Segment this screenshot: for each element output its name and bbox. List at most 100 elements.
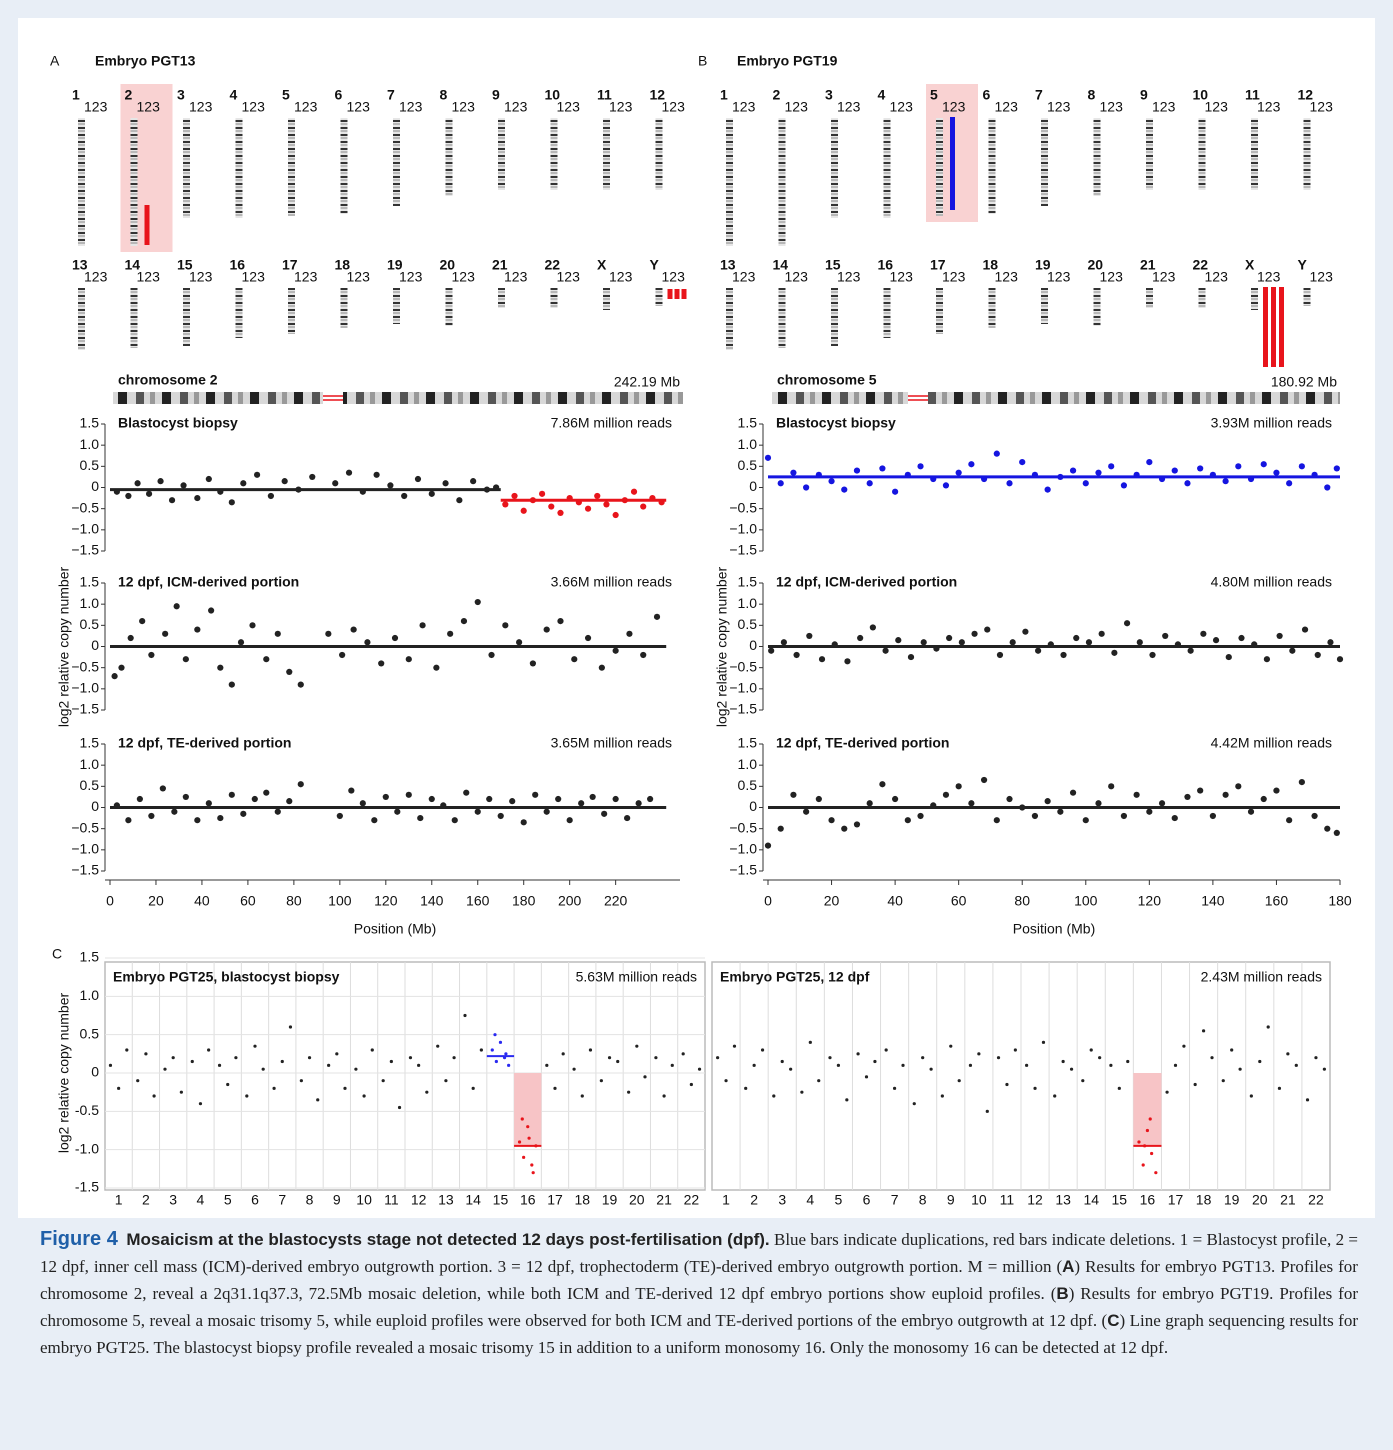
x-tick-label: 19	[1224, 1192, 1240, 1208]
chromosome-label: 20	[440, 257, 456, 273]
x-tick-label: 17	[1168, 1192, 1184, 1208]
x-tick-label: 10	[971, 1192, 987, 1208]
chromosome-label: X	[1245, 257, 1255, 273]
data-point	[240, 480, 247, 487]
lane-label: 123	[890, 99, 914, 115]
data-point	[1210, 1056, 1214, 1060]
lane-label: 123	[890, 269, 914, 285]
data-point	[760, 1048, 765, 1052]
x-tick-label: 11	[384, 1192, 399, 1208]
data-point	[1044, 486, 1051, 493]
data-point	[764, 842, 772, 849]
chart-title: 12 dpf, ICM-derived portion	[118, 574, 299, 590]
x-tick-label: 11	[1000, 1192, 1015, 1208]
chromosome-label: 19	[387, 257, 403, 273]
data-point	[1041, 1040, 1046, 1044]
x-tick-label: 1	[722, 1192, 730, 1208]
data-point	[217, 814, 224, 822]
data-point	[245, 1094, 249, 1098]
y-tick-label: 1.5	[738, 574, 758, 590]
data-point	[136, 1079, 140, 1083]
x-tick-label: 17	[547, 1192, 563, 1208]
data-point	[240, 810, 247, 817]
data-point	[479, 1048, 483, 1052]
ideogram	[603, 288, 610, 310]
reads-annotation: 7.86M million reads	[551, 415, 672, 431]
data-point	[226, 1082, 230, 1087]
data-point	[958, 639, 965, 646]
data-point	[1322, 1067, 1326, 1071]
data-point	[504, 1052, 508, 1056]
ideogram	[1251, 288, 1258, 310]
data-point	[389, 1059, 393, 1064]
data-point	[612, 647, 619, 654]
data-point	[993, 450, 1000, 457]
chromosome-label: 14	[125, 257, 141, 273]
reads-annotation: 5.63M million reads	[576, 969, 697, 985]
data-point	[530, 1163, 534, 1167]
x-tick-label: 60	[951, 893, 967, 909]
data-point	[362, 1094, 366, 1098]
data-point	[1222, 478, 1229, 485]
data-point	[1187, 647, 1194, 654]
x-tick-label: 4	[806, 1192, 814, 1208]
data-point	[1193, 1082, 1197, 1087]
chromosome-label: 11	[597, 87, 612, 103]
data-point	[1201, 1029, 1206, 1033]
data-point	[522, 1155, 526, 1159]
segment-shade	[1133, 1073, 1162, 1146]
data-point	[336, 812, 343, 820]
data-point	[1044, 798, 1051, 805]
data-point	[1005, 1082, 1009, 1087]
data-point	[414, 475, 422, 483]
data-point	[1230, 1048, 1234, 1052]
data-point	[627, 1090, 631, 1094]
data-point	[1212, 637, 1220, 644]
data-point	[520, 819, 527, 826]
data-point	[1184, 480, 1191, 487]
panel-label: B	[698, 53, 707, 69]
chromosome-label: 16	[230, 257, 246, 273]
x-tick-label: 200	[558, 893, 582, 909]
chart-title: Embryo PGT25, 12 dpf	[720, 969, 870, 985]
chromosome-label: 15	[177, 257, 193, 273]
y-tick-label: −0.5	[729, 819, 757, 835]
chromosome-size: 180.92 Mb	[1271, 374, 1337, 390]
data-point	[299, 1079, 303, 1083]
data-point	[800, 1090, 804, 1094]
caption-text: Blue bars indicate duplications, red bar…	[40, 1230, 1358, 1276]
data-point	[281, 478, 288, 485]
data-point	[463, 789, 470, 796]
data-point	[507, 1063, 511, 1067]
chart-title: 12 dpf, TE-derived portion	[776, 735, 949, 751]
y-tick-label: −0.5	[729, 658, 757, 674]
x-tick-label: 9	[333, 1192, 341, 1208]
data-point	[1133, 791, 1140, 798]
y-tick-label: 1.0	[80, 756, 100, 772]
deletion-bar	[1271, 287, 1276, 367]
lane-label: 123	[242, 269, 266, 285]
y-tick-label: −1.5	[729, 862, 757, 878]
ideogram	[655, 288, 663, 306]
chromosome-label: Y	[1298, 257, 1308, 273]
x-tick-label: 160	[1265, 893, 1289, 909]
data-point	[643, 1075, 647, 1079]
data-point	[207, 1048, 211, 1052]
data-point	[879, 781, 886, 788]
data-point	[818, 656, 826, 663]
data-point	[332, 480, 339, 487]
chromosome-label: 14	[773, 257, 789, 273]
x-tick-label: 13	[438, 1192, 454, 1208]
y-tick-label: 0	[91, 637, 99, 653]
deletion-bar	[1263, 287, 1268, 367]
lane-label: 123	[732, 269, 756, 285]
x-tick-label: 80	[1014, 893, 1030, 909]
data-point	[348, 787, 355, 794]
data-point	[841, 825, 848, 832]
x-tick-label: 0	[106, 893, 114, 909]
x-tick-label: 160	[466, 893, 490, 909]
x-tick-label: 1	[115, 1192, 123, 1208]
data-point	[1197, 787, 1204, 794]
data-point	[263, 656, 270, 663]
ideogram	[340, 288, 348, 328]
